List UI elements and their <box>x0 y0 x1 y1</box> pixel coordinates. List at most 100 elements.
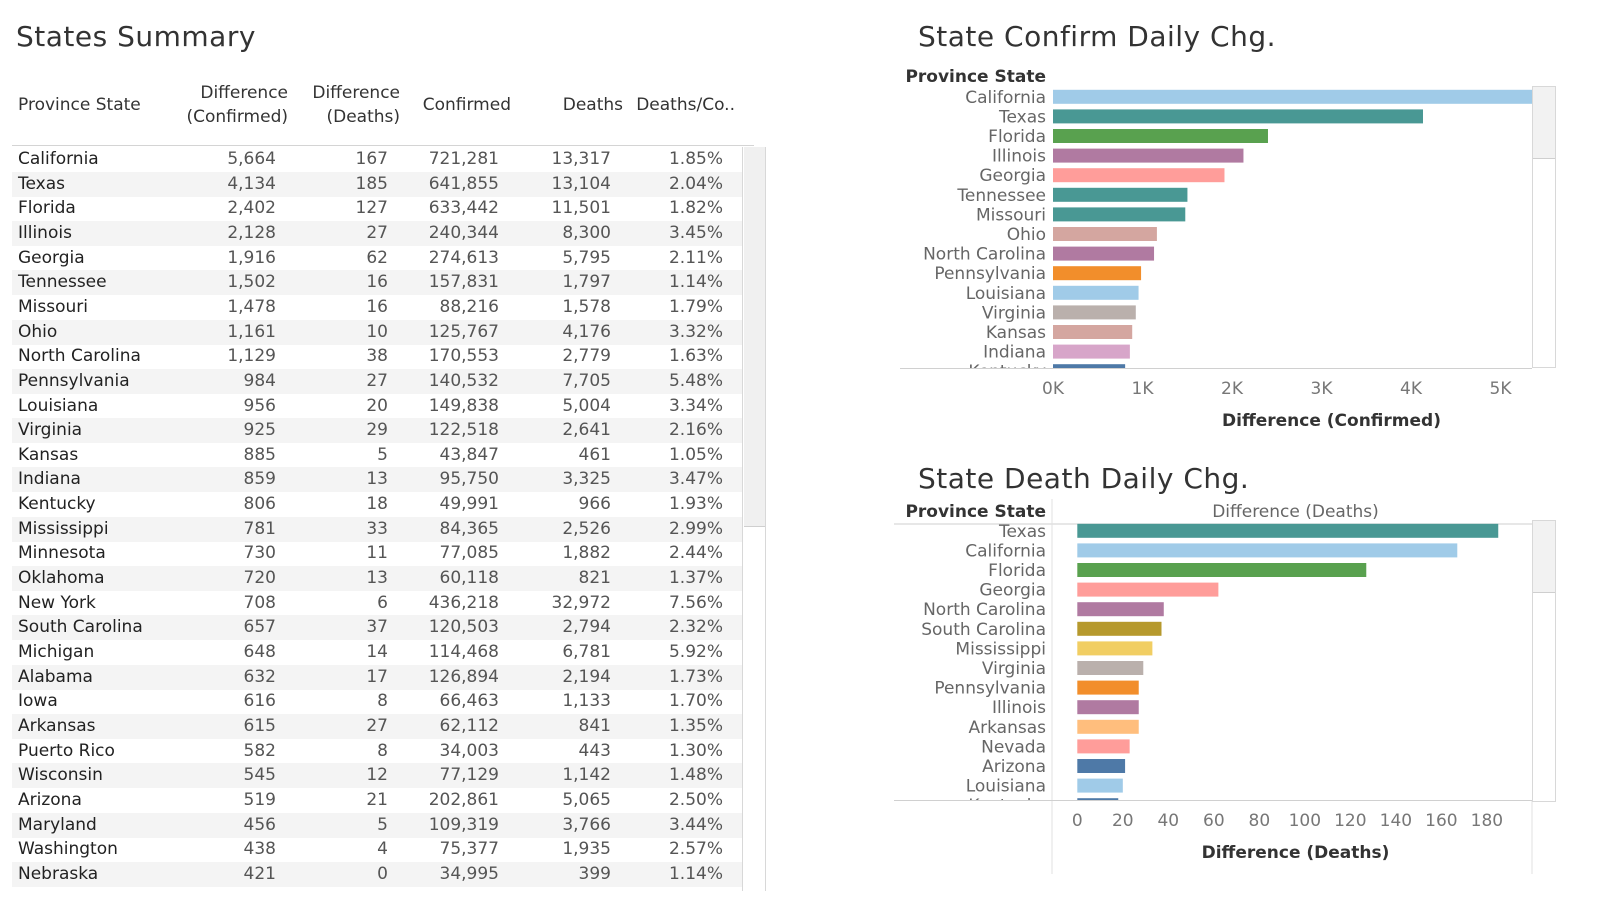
table-row[interactable]: Iowa 616 8 66,463 1,133 1.70% <box>12 689 752 714</box>
bar[interactable] <box>1053 129 1268 143</box>
table-row[interactable]: Puerto Rico 582 8 34,003 443 1.30% <box>12 739 752 764</box>
table-row[interactable]: Texas 4,134 185 641,855 13,104 2.04% <box>12 171 752 197</box>
bar[interactable] <box>1053 109 1423 124</box>
table-row[interactable]: Oklahoma 720 13 60,118 821 1.37% <box>12 566 752 592</box>
cell-confirmed: 66,463 <box>439 691 499 712</box>
col-header-confirmed[interactable]: Confirmed <box>422 95 511 115</box>
cell-deaths: 443 <box>578 740 611 761</box>
table-row[interactable]: Illinois 2,128 27 240,344 8,300 3.45% <box>12 220 752 246</box>
table-row[interactable]: Kentucky 806 18 49,991 966 1.93% <box>12 492 752 517</box>
cell-state: Florida <box>18 198 76 219</box>
col-header-deaths-ratio[interactable]: Deaths/Co.. <box>636 95 735 115</box>
table-row[interactable]: Tennessee 1,502 16 157,831 1,797 1.14% <box>12 270 752 296</box>
table-scrollbar-thumb[interactable] <box>744 147 765 527</box>
table-row[interactable]: Virginia 925 29 122,518 2,641 2.16% <box>12 418 752 444</box>
table-row[interactable]: New York 708 6 436,218 32,972 7.56% <box>12 591 752 616</box>
bar[interactable] <box>1053 305 1136 320</box>
bar[interactable] <box>1053 285 1139 300</box>
bar[interactable] <box>1053 344 1130 359</box>
cell-confirmed: 95,750 <box>439 469 499 490</box>
table-row[interactable]: Missouri 1,478 16 88,216 1,578 1.79% <box>12 295 752 320</box>
table-row[interactable]: Arizona 519 21 202,861 5,065 2.50% <box>12 788 752 813</box>
cell-state: Louisiana <box>18 395 99 416</box>
cell-deaths-ratio: 1.14% <box>668 272 723 293</box>
bar[interactable] <box>1053 364 1126 378</box>
bar[interactable] <box>1077 719 1139 734</box>
cell-confirmed: 140,532 <box>428 370 499 391</box>
confirm-chart-scrollbar-thumb[interactable] <box>1533 87 1555 159</box>
bar[interactable] <box>1053 168 1225 183</box>
y-tick-label: California <box>965 88 1046 108</box>
cell-deaths: 11,501 <box>551 198 611 219</box>
bar[interactable] <box>1053 266 1142 281</box>
table-row[interactable]: Louisiana 956 20 149,838 5,004 3.34% <box>12 394 752 419</box>
bar[interactable] <box>1053 207 1186 222</box>
bar[interactable] <box>1053 325 1133 339</box>
bar[interactable] <box>1077 759 1126 773</box>
table-row[interactable]: Washington 438 4 75,377 1,935 2.57% <box>12 837 752 862</box>
table-row[interactable]: Georgia 1,916 62 274,613 5,795 2.11% <box>12 246 752 271</box>
bar[interactable] <box>1053 227 1157 241</box>
bar[interactable] <box>1077 798 1119 812</box>
col-header-diff-deaths[interactable]: Difference (Deaths) <box>288 81 400 129</box>
table-row[interactable]: Michigan 648 14 114,468 6,781 5.92% <box>12 640 752 665</box>
table-scrollbar[interactable] <box>742 147 766 891</box>
death-chart-scrollbar[interactable] <box>1532 520 1556 802</box>
bar[interactable] <box>1077 563 1367 577</box>
cell-diff-confirmed: 781 <box>243 518 276 539</box>
cell-deaths: 2,779 <box>562 346 611 367</box>
y-tick-label: Arizona <box>982 757 1046 777</box>
table-row[interactable]: Alabama 632 17 126,894 2,194 1.73% <box>12 664 752 690</box>
cell-deaths: 1,133 <box>562 691 611 712</box>
bar[interactable] <box>1053 148 1244 163</box>
cell-diff-deaths: 16 <box>366 296 388 317</box>
col-header-deaths[interactable]: Deaths <box>562 95 623 115</box>
bar[interactable] <box>1077 621 1162 636</box>
table-row[interactable]: Mississippi 781 33 84,365 2,526 2.99% <box>12 516 752 542</box>
y-tick-label: Pennsylvania <box>934 679 1046 699</box>
cell-diff-confirmed: 984 <box>243 370 276 391</box>
confirm-chart-scrollbar[interactable] <box>1532 86 1556 368</box>
cell-diff-confirmed: 519 <box>243 789 276 810</box>
x-tick-label: 40 <box>1157 811 1179 831</box>
table-row[interactable]: Kansas 885 5 43,847 461 1.05% <box>12 443 752 468</box>
table-row[interactable]: California 5,664 167 721,281 13,317 1.85% <box>12 147 752 172</box>
table-row[interactable]: Florida 2,402 127 633,442 11,501 1.82% <box>12 196 752 221</box>
table-row[interactable]: Wisconsin 545 12 77,129 1,142 1.48% <box>12 763 752 789</box>
table-row[interactable]: South Carolina 657 37 120,503 2,794 2.32% <box>12 615 752 641</box>
col-header-diff-confirmed[interactable]: Difference (Confirmed) <box>162 81 288 129</box>
table-row[interactable]: North Carolina 1,129 38 170,553 2,779 1.63% <box>12 344 752 369</box>
table-row[interactable]: Pennsylvania 984 27 140,532 7,705 5.48% <box>12 368 752 394</box>
cell-confirmed: 109,319 <box>428 814 499 835</box>
cell-state: Missouri <box>18 296 88 317</box>
bar[interactable] <box>1077 778 1123 793</box>
table-row[interactable]: Indiana 859 13 95,750 3,325 3.47% <box>12 467 752 493</box>
bar[interactable] <box>1053 187 1188 202</box>
cell-deaths: 4,176 <box>562 321 611 342</box>
bar[interactable] <box>1077 680 1139 695</box>
bar[interactable] <box>1077 602 1164 617</box>
x-tick-label: 0 <box>1072 811 1083 831</box>
bar[interactable] <box>1053 89 1560 104</box>
bar[interactable] <box>1077 523 1499 538</box>
col-header-diff-confirmed-line1: Difference <box>200 83 288 103</box>
death-chart-scrollbar-thumb[interactable] <box>1533 521 1555 593</box>
col-header-state[interactable]: Province State <box>18 95 141 115</box>
table-row[interactable]: Arkansas 615 27 62,112 841 1.35% <box>12 713 752 739</box>
bar[interactable] <box>1077 661 1144 675</box>
summary-table-body[interactable]: California 5,664 167 721,281 13,317 1.85% Texa… <box>12 147 754 891</box>
bar[interactable] <box>1077 582 1219 597</box>
cell-confirmed: 114,468 <box>428 642 499 662</box>
table-row[interactable]: Nebraska 421 0 34,995 399 1.14% <box>12 861 752 887</box>
bar[interactable] <box>1077 739 1130 754</box>
y-tick-label: Kentucky <box>968 362 1046 382</box>
table-row[interactable]: Ohio 1,161 10 125,767 4,176 3.32% <box>12 319 752 345</box>
cell-deaths-ratio: 3.34% <box>668 395 723 416</box>
bar[interactable] <box>1077 641 1153 656</box>
table-row[interactable]: Maryland 456 5 109,319 3,766 3.44% <box>12 812 752 838</box>
cell-diff-confirmed: 956 <box>243 395 276 416</box>
bar[interactable] <box>1077 700 1139 715</box>
table-row[interactable]: Minnesota 730 11 77,085 1,882 2.44% <box>12 541 752 566</box>
bar[interactable] <box>1077 543 1458 558</box>
bar[interactable] <box>1053 246 1155 261</box>
